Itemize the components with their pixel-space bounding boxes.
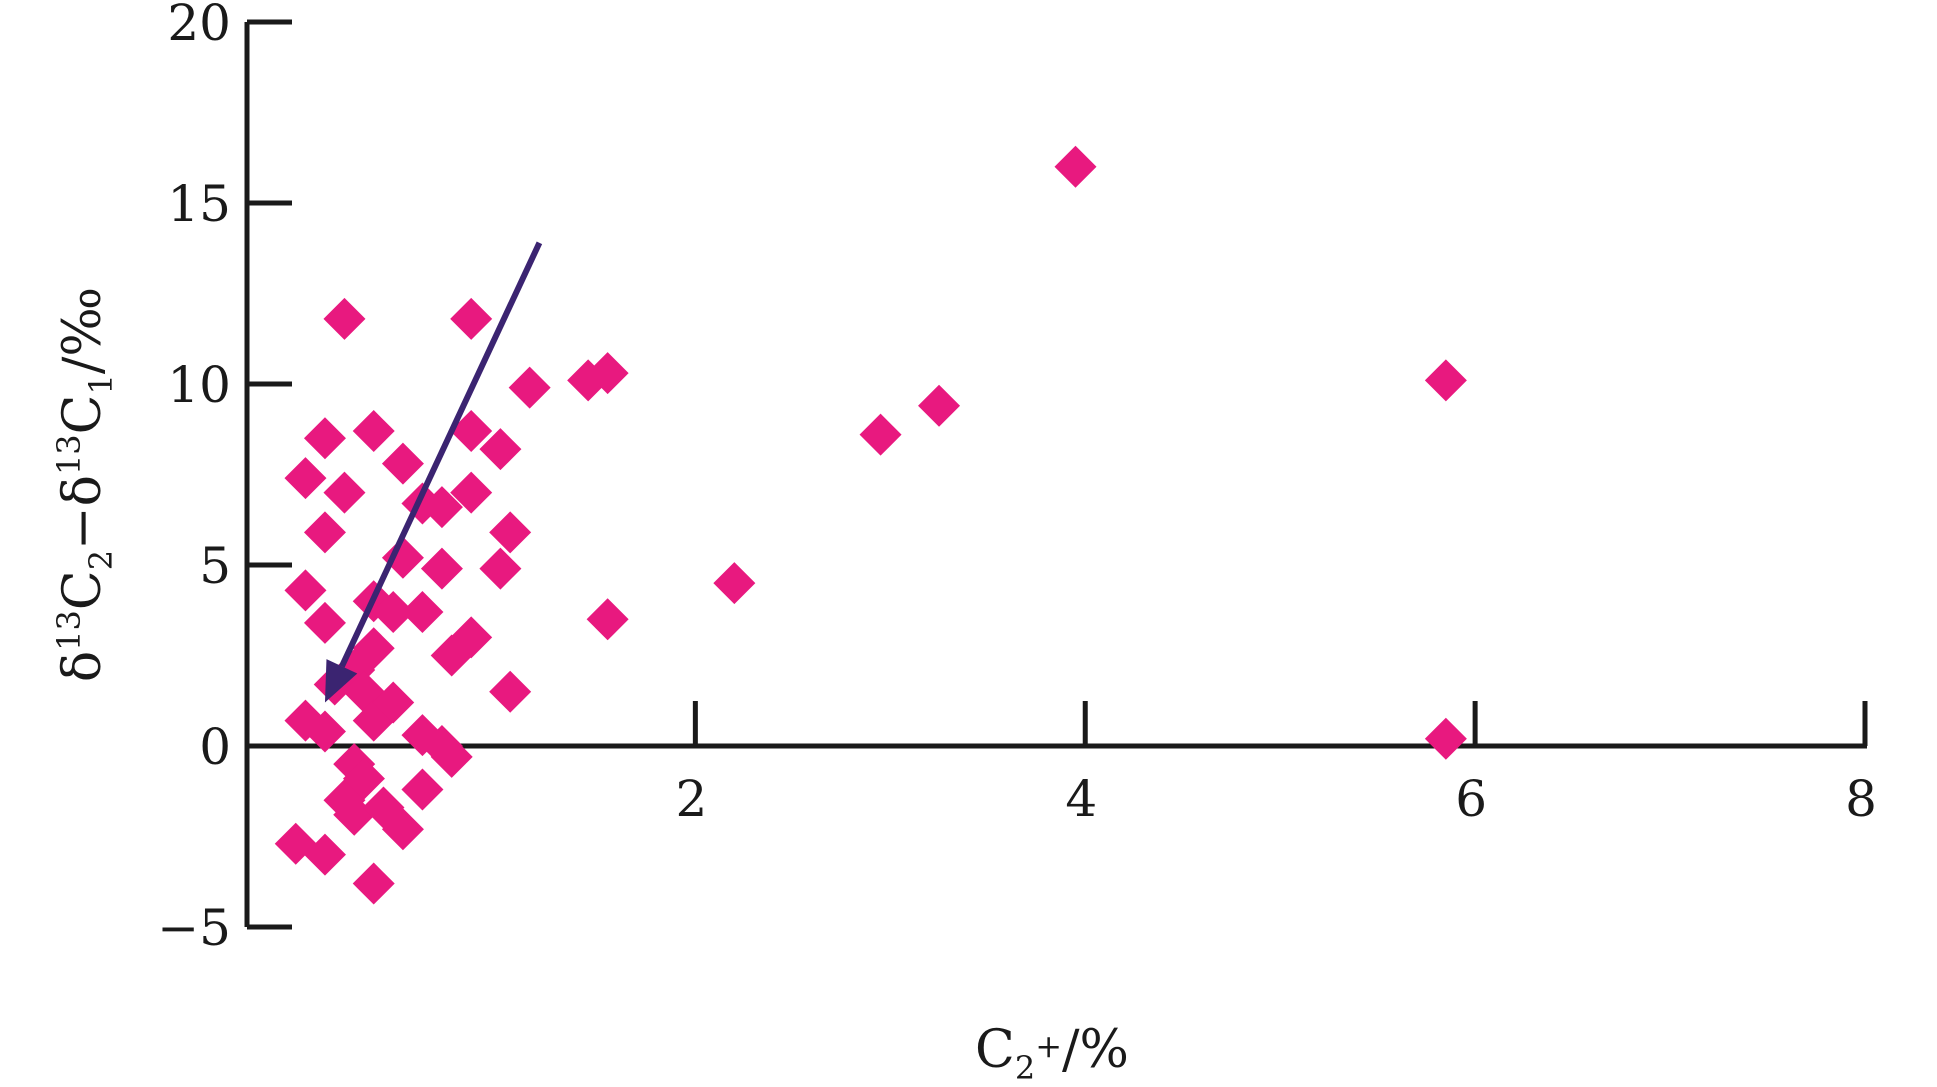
- data-point: [303, 417, 346, 460]
- y-axis: −5 0 5 10 15 20: [157, 0, 292, 957]
- data-point: [401, 768, 444, 811]
- x-tick-label: 2: [675, 770, 707, 828]
- data-point: [859, 413, 902, 456]
- x-axis: 2 4 6 8: [247, 701, 1877, 828]
- data-point: [450, 297, 493, 340]
- y-tick-label: 10: [167, 356, 231, 414]
- data-point: [303, 601, 346, 644]
- data-point: [372, 681, 415, 724]
- arrow-head: [324, 659, 358, 703]
- data-point: [303, 511, 346, 554]
- data-point: [420, 486, 463, 529]
- data-point: [420, 547, 463, 590]
- data-point: [352, 862, 395, 905]
- data-point: [489, 670, 532, 713]
- data-points: [274, 145, 1467, 905]
- data-point: [586, 598, 629, 641]
- data-point: [450, 616, 493, 659]
- data-point: [450, 410, 493, 453]
- y-axis-title-part: /‰: [53, 287, 113, 374]
- y-axis-title: δ13C2−δ13C1/‰: [50, 287, 120, 682]
- data-point: [381, 808, 424, 851]
- data-point: [323, 471, 366, 514]
- x-ticks: 2 4 6 8: [675, 701, 1877, 828]
- x-axis-title-sub: 2: [1015, 1049, 1035, 1087]
- data-point: [586, 352, 629, 395]
- data-point: [1424, 359, 1467, 402]
- data-point: [323, 297, 366, 340]
- data-point: [430, 735, 473, 778]
- y-tick-label: 5: [199, 537, 231, 595]
- x-tick-label: 8: [1845, 770, 1877, 828]
- data-point: [401, 482, 444, 525]
- y-axis-title-part: 1: [82, 374, 120, 394]
- x-axis-title-suffix: /%: [1062, 1020, 1129, 1080]
- data-point: [284, 569, 327, 612]
- data-point: [1054, 145, 1097, 188]
- x-axis-title-sup: +: [1035, 1027, 1062, 1065]
- data-point: [381, 442, 424, 485]
- y-tick-label: 15: [167, 175, 231, 233]
- y-axis-title-part: 13: [50, 610, 88, 651]
- y-axis-title-part: −δ: [53, 475, 113, 550]
- data-point: [401, 591, 444, 634]
- data-point: [303, 710, 346, 753]
- data-point: [508, 366, 551, 409]
- y-axis-title-part: 13: [50, 434, 88, 475]
- trend-arrow: [324, 241, 543, 703]
- x-axis-title-main: C: [975, 1020, 1015, 1080]
- data-point: [372, 591, 415, 634]
- data-point: [479, 547, 522, 590]
- data-point: [713, 562, 756, 605]
- data-point: [352, 410, 395, 453]
- y-axis-title-part: C: [53, 570, 113, 610]
- data-point: [450, 471, 493, 514]
- data-point: [352, 627, 395, 670]
- y-axis-title-part: δ: [53, 651, 113, 682]
- data-point: [381, 536, 424, 579]
- y-tick-label: −5: [157, 899, 231, 957]
- data-point: [342, 757, 385, 800]
- y-tick-label: 20: [167, 0, 231, 52]
- data-point: [1424, 717, 1467, 760]
- data-point: [489, 511, 532, 554]
- x-tick-label: 4: [1065, 770, 1097, 828]
- y-tick-label: 0: [199, 718, 231, 776]
- y-axis-title-part: 2: [82, 550, 120, 570]
- arrow-shaft: [339, 241, 543, 668]
- x-axis-title: C2+/%: [975, 1020, 1129, 1087]
- data-point: [918, 384, 961, 427]
- data-point: [284, 457, 327, 500]
- y-ticks: −5 0 5 10 15 20: [157, 0, 292, 957]
- y-axis-title-part: C: [53, 395, 113, 435]
- data-point: [479, 428, 522, 471]
- data-point: [303, 833, 346, 876]
- x-tick-label: 6: [1455, 770, 1487, 828]
- data-point: [333, 793, 376, 836]
